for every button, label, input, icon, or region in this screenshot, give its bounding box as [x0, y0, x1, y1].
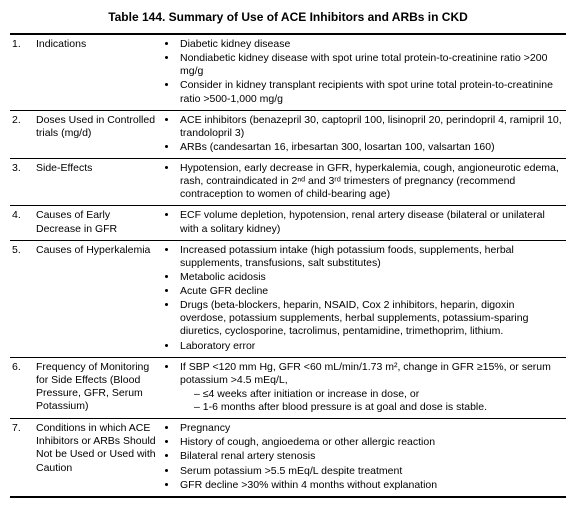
bullet-item: Bilateral renal artery stenosis: [178, 450, 562, 463]
row-number: 1.: [10, 34, 34, 110]
bullet-item: ECF volume depletion, hypotension, renal…: [178, 209, 562, 235]
dash-list: ≤4 weeks after initiation or increase in…: [180, 388, 562, 414]
row-content: Hypotension, early decrease in GFR, hype…: [160, 159, 566, 206]
bullet-item: Drugs (beta-blockers, heparin, NSAID, Co…: [178, 299, 562, 338]
table-row: 2.Doses Used in Controlled trials (mg/d)…: [10, 110, 566, 158]
bullet-list: ECF volume depletion, hypotension, renal…: [160, 209, 562, 235]
bullet-list: Increased potassium intake (high potassi…: [160, 244, 562, 353]
bullet-item: Metabolic acidosis: [178, 271, 562, 284]
bullet-item: Acute GFR decline: [178, 285, 562, 298]
row-content: ECF volume depletion, hypotension, renal…: [160, 206, 566, 240]
bullet-list: ACE inhibitors (benazepril 30, captopril…: [160, 114, 562, 154]
bullet-item: Serum potassium >5.5 mEq/L despite treat…: [178, 465, 562, 478]
row-number: 6.: [10, 357, 34, 419]
bullet-item: Pregnancy: [178, 422, 562, 435]
bullet-item: Nondiabetic kidney disease with spot uri…: [178, 52, 562, 78]
table-title: Table 144. Summary of Use of ACE Inhibit…: [10, 10, 566, 25]
row-label: Causes of Early Decrease in GFR: [34, 206, 160, 240]
dash-item: 1-6 months after blood pressure is at go…: [194, 401, 562, 414]
row-number: 2.: [10, 110, 34, 158]
table-row: 6.Frequency of Monitoring for Side Effec…: [10, 357, 566, 419]
row-content: ACE inhibitors (benazepril 30, captopril…: [160, 110, 566, 158]
bullet-item: ACE inhibitors (benazepril 30, captopril…: [178, 114, 562, 140]
row-label: Side-Effects: [34, 159, 160, 206]
row-label: Causes of Hyperkalemia: [34, 240, 160, 357]
bullet-list: PregnancyHistory of cough, angioedema or…: [160, 422, 562, 492]
bullet-item: Diabetic kidney disease: [178, 38, 562, 51]
row-content: If SBP <120 mm Hg, GFR <60 mL/min/1.73 m…: [160, 357, 566, 419]
row-content: Increased potassium intake (high potassi…: [160, 240, 566, 357]
bullet-item: ARBs (candesartan 16, irbesartan 300, lo…: [178, 141, 562, 154]
row-label: Indications: [34, 34, 160, 110]
row-label: Frequency of Monitoring for Side Effects…: [34, 357, 160, 419]
row-number: 7.: [10, 419, 34, 497]
bullet-item: GFR decline >30% within 4 months without…: [178, 479, 562, 492]
row-content: PregnancyHistory of cough, angioedema or…: [160, 419, 566, 497]
bullet-item: Laboratory error: [178, 340, 562, 353]
bullet-list: Hypotension, early decrease in GFR, hype…: [160, 162, 562, 201]
row-content: Diabetic kidney diseaseNondiabetic kidne…: [160, 34, 566, 110]
bullet-item: Increased potassium intake (high potassi…: [178, 244, 562, 270]
bullet-item: Consider in kidney transplant recipients…: [178, 79, 562, 105]
row-number: 5.: [10, 240, 34, 357]
dash-item: ≤4 weeks after initiation or increase in…: [194, 388, 562, 401]
bullet-list: If SBP <120 mm Hg, GFR <60 mL/min/1.73 m…: [160, 361, 562, 415]
row-label: Conditions in which ACE Inhibitors or AR…: [34, 419, 160, 497]
table-row: 3.Side-Effects Hypotension, early decreas…: [10, 159, 566, 206]
bullet-item: Hypotension, early decrease in GFR, hype…: [178, 162, 562, 201]
table-row: 7.Conditions in which ACE Inhibitors or …: [10, 419, 566, 497]
table-row: 1.IndicationsDiabetic kidney diseaseNond…: [10, 34, 566, 110]
summary-table: 1.IndicationsDiabetic kidney diseaseNond…: [10, 33, 566, 498]
bullet-item: If SBP <120 mm Hg, GFR <60 mL/min/1.73 m…: [178, 361, 562, 415]
row-label: Doses Used in Controlled trials (mg/d): [34, 110, 160, 158]
table-row: 5.Causes of Hyperkalemia Increased potass…: [10, 240, 566, 357]
table-row: 4.Causes of Early Decrease in GFR ECF vol…: [10, 206, 566, 240]
bullet-list: Diabetic kidney diseaseNondiabetic kidne…: [160, 38, 562, 106]
row-number: 3.: [10, 159, 34, 206]
bullet-item: History of cough, angioedema or other al…: [178, 436, 562, 449]
row-number: 4.: [10, 206, 34, 240]
